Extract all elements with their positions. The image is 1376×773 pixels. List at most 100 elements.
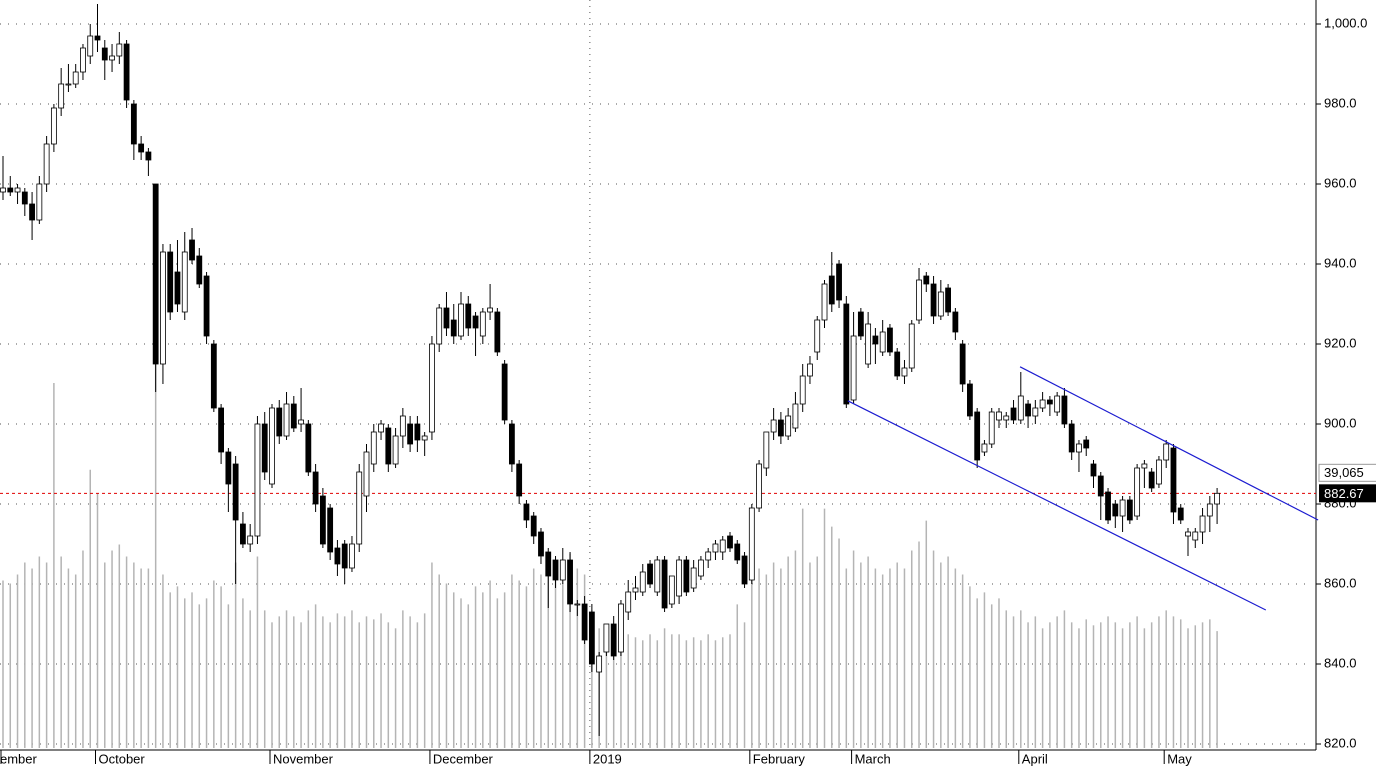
candle-body — [552, 559, 559, 581]
candle-body — [901, 367, 908, 377]
x-tick-label: March — [855, 751, 891, 766]
candle-body — [1010, 407, 1017, 421]
candle-body — [1090, 463, 1097, 477]
candle-body — [305, 423, 312, 473]
candle-body — [254, 423, 261, 537]
candle-body — [647, 563, 653, 585]
candle-body — [101, 47, 108, 61]
candle-body — [240, 523, 246, 545]
candle-body — [654, 559, 661, 593]
candle-body — [996, 411, 1002, 421]
candle-body — [603, 623, 610, 653]
candle-body — [1192, 531, 1199, 541]
candle-body — [116, 43, 123, 57]
candle-body — [370, 431, 377, 465]
candle-body — [872, 335, 879, 345]
candle-body — [1076, 443, 1082, 453]
candle-body — [152, 183, 159, 365]
candle-body — [1097, 475, 1104, 497]
candle-body — [1134, 467, 1141, 517]
candle-body — [814, 319, 821, 353]
candle-body — [392, 435, 399, 465]
candle-body — [443, 307, 450, 329]
y-tick-label: 940.0 — [1324, 255, 1357, 270]
candle-body — [937, 291, 944, 317]
candle-body — [407, 423, 414, 445]
candle-body — [894, 351, 901, 377]
candle-body — [312, 471, 319, 505]
candle-body — [596, 655, 603, 673]
candle-body — [668, 575, 675, 605]
candle-body — [87, 35, 94, 57]
candle-body — [130, 103, 137, 145]
y-tick-label: 820.0 — [1324, 735, 1357, 750]
y-tick-label: 980.0 — [1324, 95, 1357, 110]
candle-body — [385, 427, 392, 465]
x-tick-label: ember — [0, 751, 38, 766]
candle-body — [610, 623, 617, 657]
candle-body — [218, 407, 225, 453]
candle-body — [1119, 499, 1126, 517]
candle-body — [1025, 403, 1031, 417]
candle-body — [334, 547, 341, 565]
candle-body — [399, 415, 406, 437]
candle-body — [538, 531, 544, 557]
candle-body — [356, 471, 363, 545]
candle-body — [1046, 399, 1053, 405]
candle-body — [80, 47, 86, 73]
candle-body — [1126, 499, 1133, 521]
candle-body — [167, 251, 174, 313]
candle-body — [763, 431, 770, 469]
volume-last-label: 39,065 — [1324, 465, 1364, 480]
candle-body — [727, 535, 733, 549]
candle-body — [1163, 443, 1170, 461]
candle-body — [479, 311, 486, 337]
candle-body — [1061, 395, 1068, 425]
candle-body — [341, 543, 348, 569]
candle-body — [639, 571, 646, 593]
candle-body — [43, 143, 50, 185]
candle-body — [821, 283, 828, 321]
candle-body — [1112, 503, 1119, 517]
candle-body — [29, 203, 35, 221]
x-tick-label: February — [753, 751, 806, 766]
candle-body — [58, 83, 65, 109]
candle-body — [1141, 463, 1148, 469]
candle-body — [1177, 507, 1184, 521]
candle-body — [196, 255, 203, 285]
candle-body — [1206, 503, 1213, 517]
last-price-box — [1319, 484, 1376, 503]
y-tick-label: 840.0 — [1324, 655, 1357, 670]
candle-body — [7, 187, 14, 193]
candle-body — [138, 143, 145, 153]
candle-body — [508, 423, 515, 465]
candle-body — [123, 43, 130, 101]
candle-body — [1105, 491, 1111, 521]
candle-body — [545, 551, 552, 577]
candle-body — [625, 591, 632, 613]
x-tick-label: November — [273, 751, 334, 766]
candle-body — [705, 551, 712, 561]
candle-body — [21, 191, 28, 205]
candle-body — [1032, 407, 1039, 417]
candle-body — [807, 363, 813, 377]
candle-body — [945, 287, 951, 313]
candle-body — [567, 559, 573, 605]
candle-body — [959, 343, 966, 385]
candle-body — [588, 611, 595, 665]
candle-body — [1185, 531, 1191, 537]
candle-body — [487, 307, 493, 313]
candle-body — [850, 335, 857, 401]
trend-line — [847, 400, 1267, 611]
candle-body — [777, 419, 784, 437]
volume-label-box — [1318, 463, 1376, 482]
candle-body — [1068, 423, 1075, 453]
candle-body — [472, 315, 479, 329]
y-tick-label: 1,000.0 — [1324, 15, 1367, 30]
candle-body — [988, 411, 995, 445]
candle-body — [232, 463, 239, 521]
candle-body — [494, 311, 501, 353]
candle-body — [450, 319, 457, 337]
